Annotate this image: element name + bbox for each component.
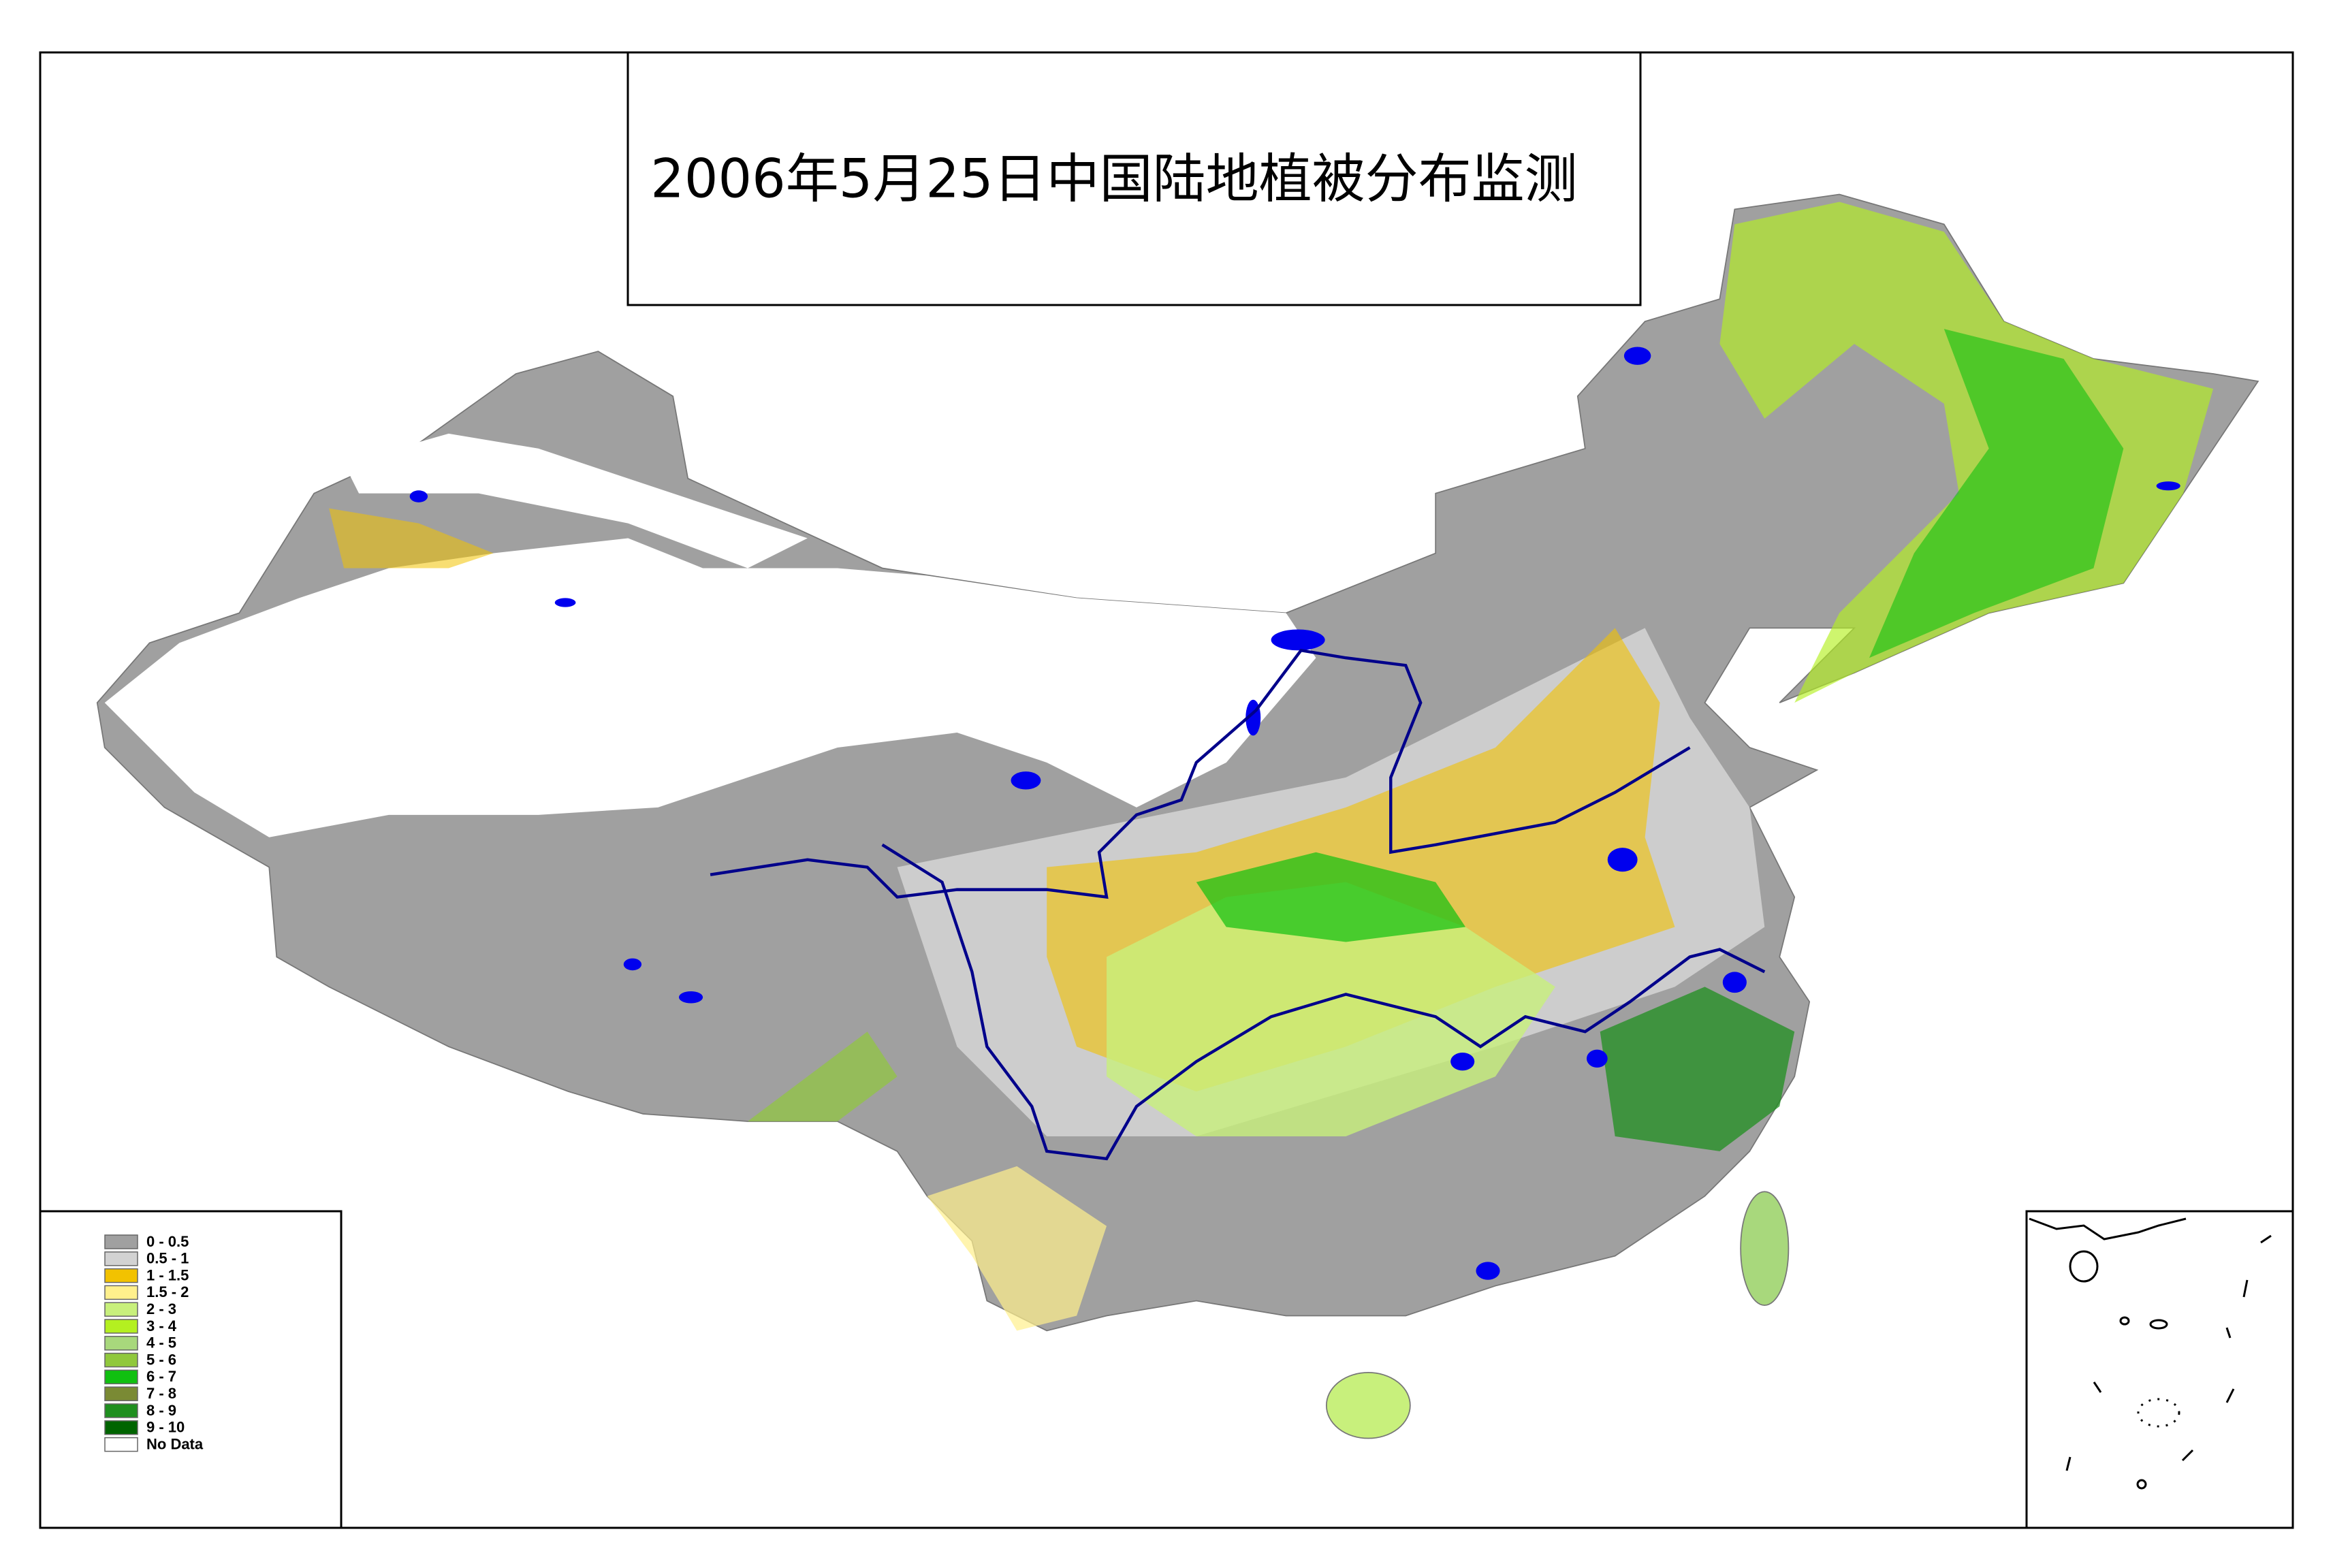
legend-label: 3 - 4	[146, 1317, 177, 1334]
legend-swatch	[104, 1403, 138, 1418]
vegetation-light	[1107, 882, 1555, 1136]
legend-label: 7 - 8	[146, 1385, 176, 1402]
vegetation-xinjiang	[329, 508, 494, 569]
inset-island	[2069, 1250, 2099, 1283]
legend-label: 2 - 3	[146, 1300, 176, 1317]
legend-label: 0 - 0.5	[146, 1233, 189, 1250]
legend-swatch	[104, 1319, 138, 1334]
lake	[1722, 972, 1747, 993]
vegetation-northeast	[1869, 329, 2124, 658]
legend-label: 9 - 10	[146, 1419, 185, 1436]
inset-island	[2119, 1316, 2130, 1326]
china-map	[96, 193, 2259, 1439]
lake	[1623, 347, 1651, 365]
inset-boundary	[2225, 1327, 2232, 1339]
lake	[554, 598, 576, 607]
legend-swatch	[104, 1285, 138, 1300]
inset-boundary	[2181, 1449, 2194, 1462]
legend-swatch	[104, 1369, 138, 1385]
yangtze-river	[881, 843, 1766, 1161]
vegetation-southwest	[748, 1031, 898, 1122]
lake	[409, 490, 428, 502]
legend-box	[39, 1210, 343, 1529]
legend-swatch	[104, 1420, 138, 1435]
inset-island	[2136, 1479, 2147, 1490]
rivers	[710, 648, 1766, 1161]
lake	[1011, 771, 1041, 790]
legend-swatch	[104, 1251, 138, 1266]
legend-label: 1.5 - 2	[146, 1283, 189, 1300]
lake	[1586, 1049, 1608, 1068]
vegetation-southwest	[927, 1166, 1107, 1331]
inset-boundary	[2093, 1381, 2102, 1393]
inset-coast	[2029, 1217, 2187, 1241]
legend-label: 0.5 - 1	[146, 1250, 189, 1267]
taiwan	[1740, 1191, 1790, 1306]
inset-box	[2025, 1210, 2294, 1529]
legend-swatch	[104, 1234, 138, 1249]
legend-label: 1 - 1.5	[146, 1266, 189, 1283]
yellow-river	[710, 648, 1691, 899]
vegetation-green	[1600, 987, 1795, 1151]
legend-swatch	[104, 1352, 138, 1368]
inset-boundary	[2225, 1388, 2235, 1403]
vegetation-northeast	[1719, 202, 2214, 703]
legend-swatch	[104, 1437, 138, 1452]
no-data-region	[344, 433, 808, 569]
lake	[1607, 848, 1638, 872]
legend-swatch	[104, 1302, 138, 1317]
lakes	[409, 347, 2180, 1280]
lake	[2156, 481, 2180, 491]
legend-swatch	[104, 1336, 138, 1351]
title-box	[626, 51, 1642, 306]
legend: 0 - 0.50.5 - 11 - 1.51.5 - 22 - 33 - 44 …	[104, 1233, 204, 1452]
legend-label: 4 - 5	[146, 1334, 176, 1351]
legend-swatch	[104, 1386, 138, 1401]
legend-label: 8 - 9	[146, 1402, 176, 1419]
legend-label: 5 - 6	[146, 1351, 176, 1368]
legend-label: No Data	[146, 1435, 204, 1452]
legend-swatch	[104, 1268, 138, 1283]
inset-island	[2149, 1319, 2168, 1330]
lake	[1476, 1262, 1500, 1280]
lake	[678, 991, 703, 1004]
hainan	[1325, 1372, 1411, 1439]
lake	[1450, 1052, 1475, 1071]
no-data-region	[104, 538, 1316, 837]
vegetation-green	[1196, 852, 1466, 942]
south-china-sea-inset	[2029, 1217, 2272, 1490]
lake	[623, 958, 642, 971]
map-title: 2006年5月25日中国陆地植被分布监测	[650, 148, 1577, 210]
inset-boundary	[2260, 1234, 2272, 1244]
inset-boundary	[2242, 1279, 2249, 1298]
inset-islands	[2137, 1398, 2180, 1428]
lake	[1271, 629, 1325, 651]
legend-label: 6 - 7	[146, 1368, 176, 1385]
inset-boundary	[2065, 1456, 2072, 1471]
